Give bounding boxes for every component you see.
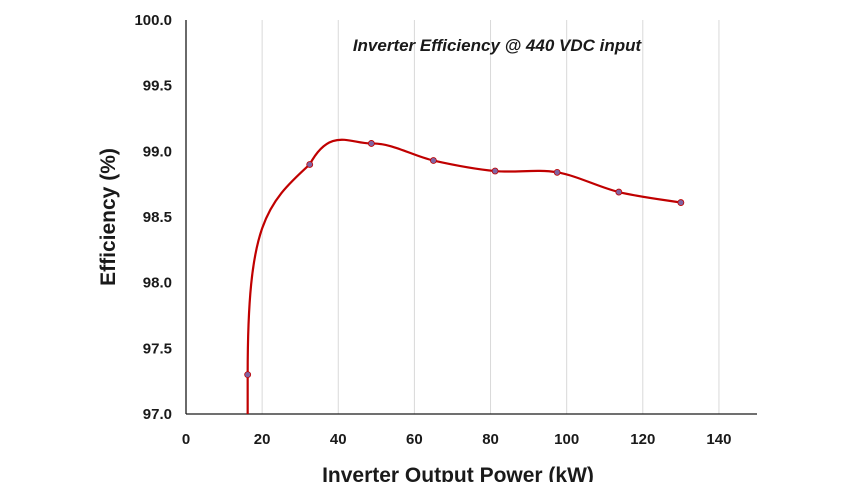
data-point xyxy=(367,140,375,147)
data-point xyxy=(430,157,437,164)
series xyxy=(246,138,682,414)
y-axis-title: Efficiency (%) xyxy=(97,148,120,286)
y-tick-label: 98.0 xyxy=(143,275,172,292)
y-tick-label: 97.0 xyxy=(143,406,172,423)
x-tick-label: 40 xyxy=(330,431,347,448)
x-tick-label: 120 xyxy=(630,431,655,448)
data-point xyxy=(491,167,499,175)
data-point xyxy=(615,188,623,196)
x-tick-label: 0 xyxy=(182,431,190,448)
data-point xyxy=(553,168,561,176)
markers xyxy=(244,140,685,379)
x-tick-label: 100 xyxy=(554,431,579,448)
grid xyxy=(261,20,720,414)
data-point xyxy=(244,371,252,379)
chart-title: Inverter Efficiency @ 440 VDC input xyxy=(353,36,643,55)
data-point xyxy=(306,161,314,168)
y-tick-labels: 97.0 97.5 98.0 98.5 99.0 99.5 100.0 xyxy=(134,12,172,423)
y-tick-label: 99.0 xyxy=(143,143,172,160)
x-tick-label: 20 xyxy=(254,431,271,448)
series-line xyxy=(246,138,682,414)
data-point xyxy=(677,199,685,206)
y-tick-label: 98.5 xyxy=(143,209,172,226)
y-tick-label: 97.5 xyxy=(143,340,172,357)
x-tick-label: 80 xyxy=(482,431,499,448)
x-tick-label: 60 xyxy=(406,431,423,448)
x-tick-label: 140 xyxy=(706,431,731,448)
x-tick-labels: 0 20 40 60 80 100 120 140 xyxy=(182,431,732,448)
y-tick-label: 99.5 xyxy=(143,78,172,95)
x-axis-title: Inverter Output Power (kW) xyxy=(322,464,594,482)
axes xyxy=(185,20,757,415)
y-tick-label: 100.0 xyxy=(134,12,172,29)
